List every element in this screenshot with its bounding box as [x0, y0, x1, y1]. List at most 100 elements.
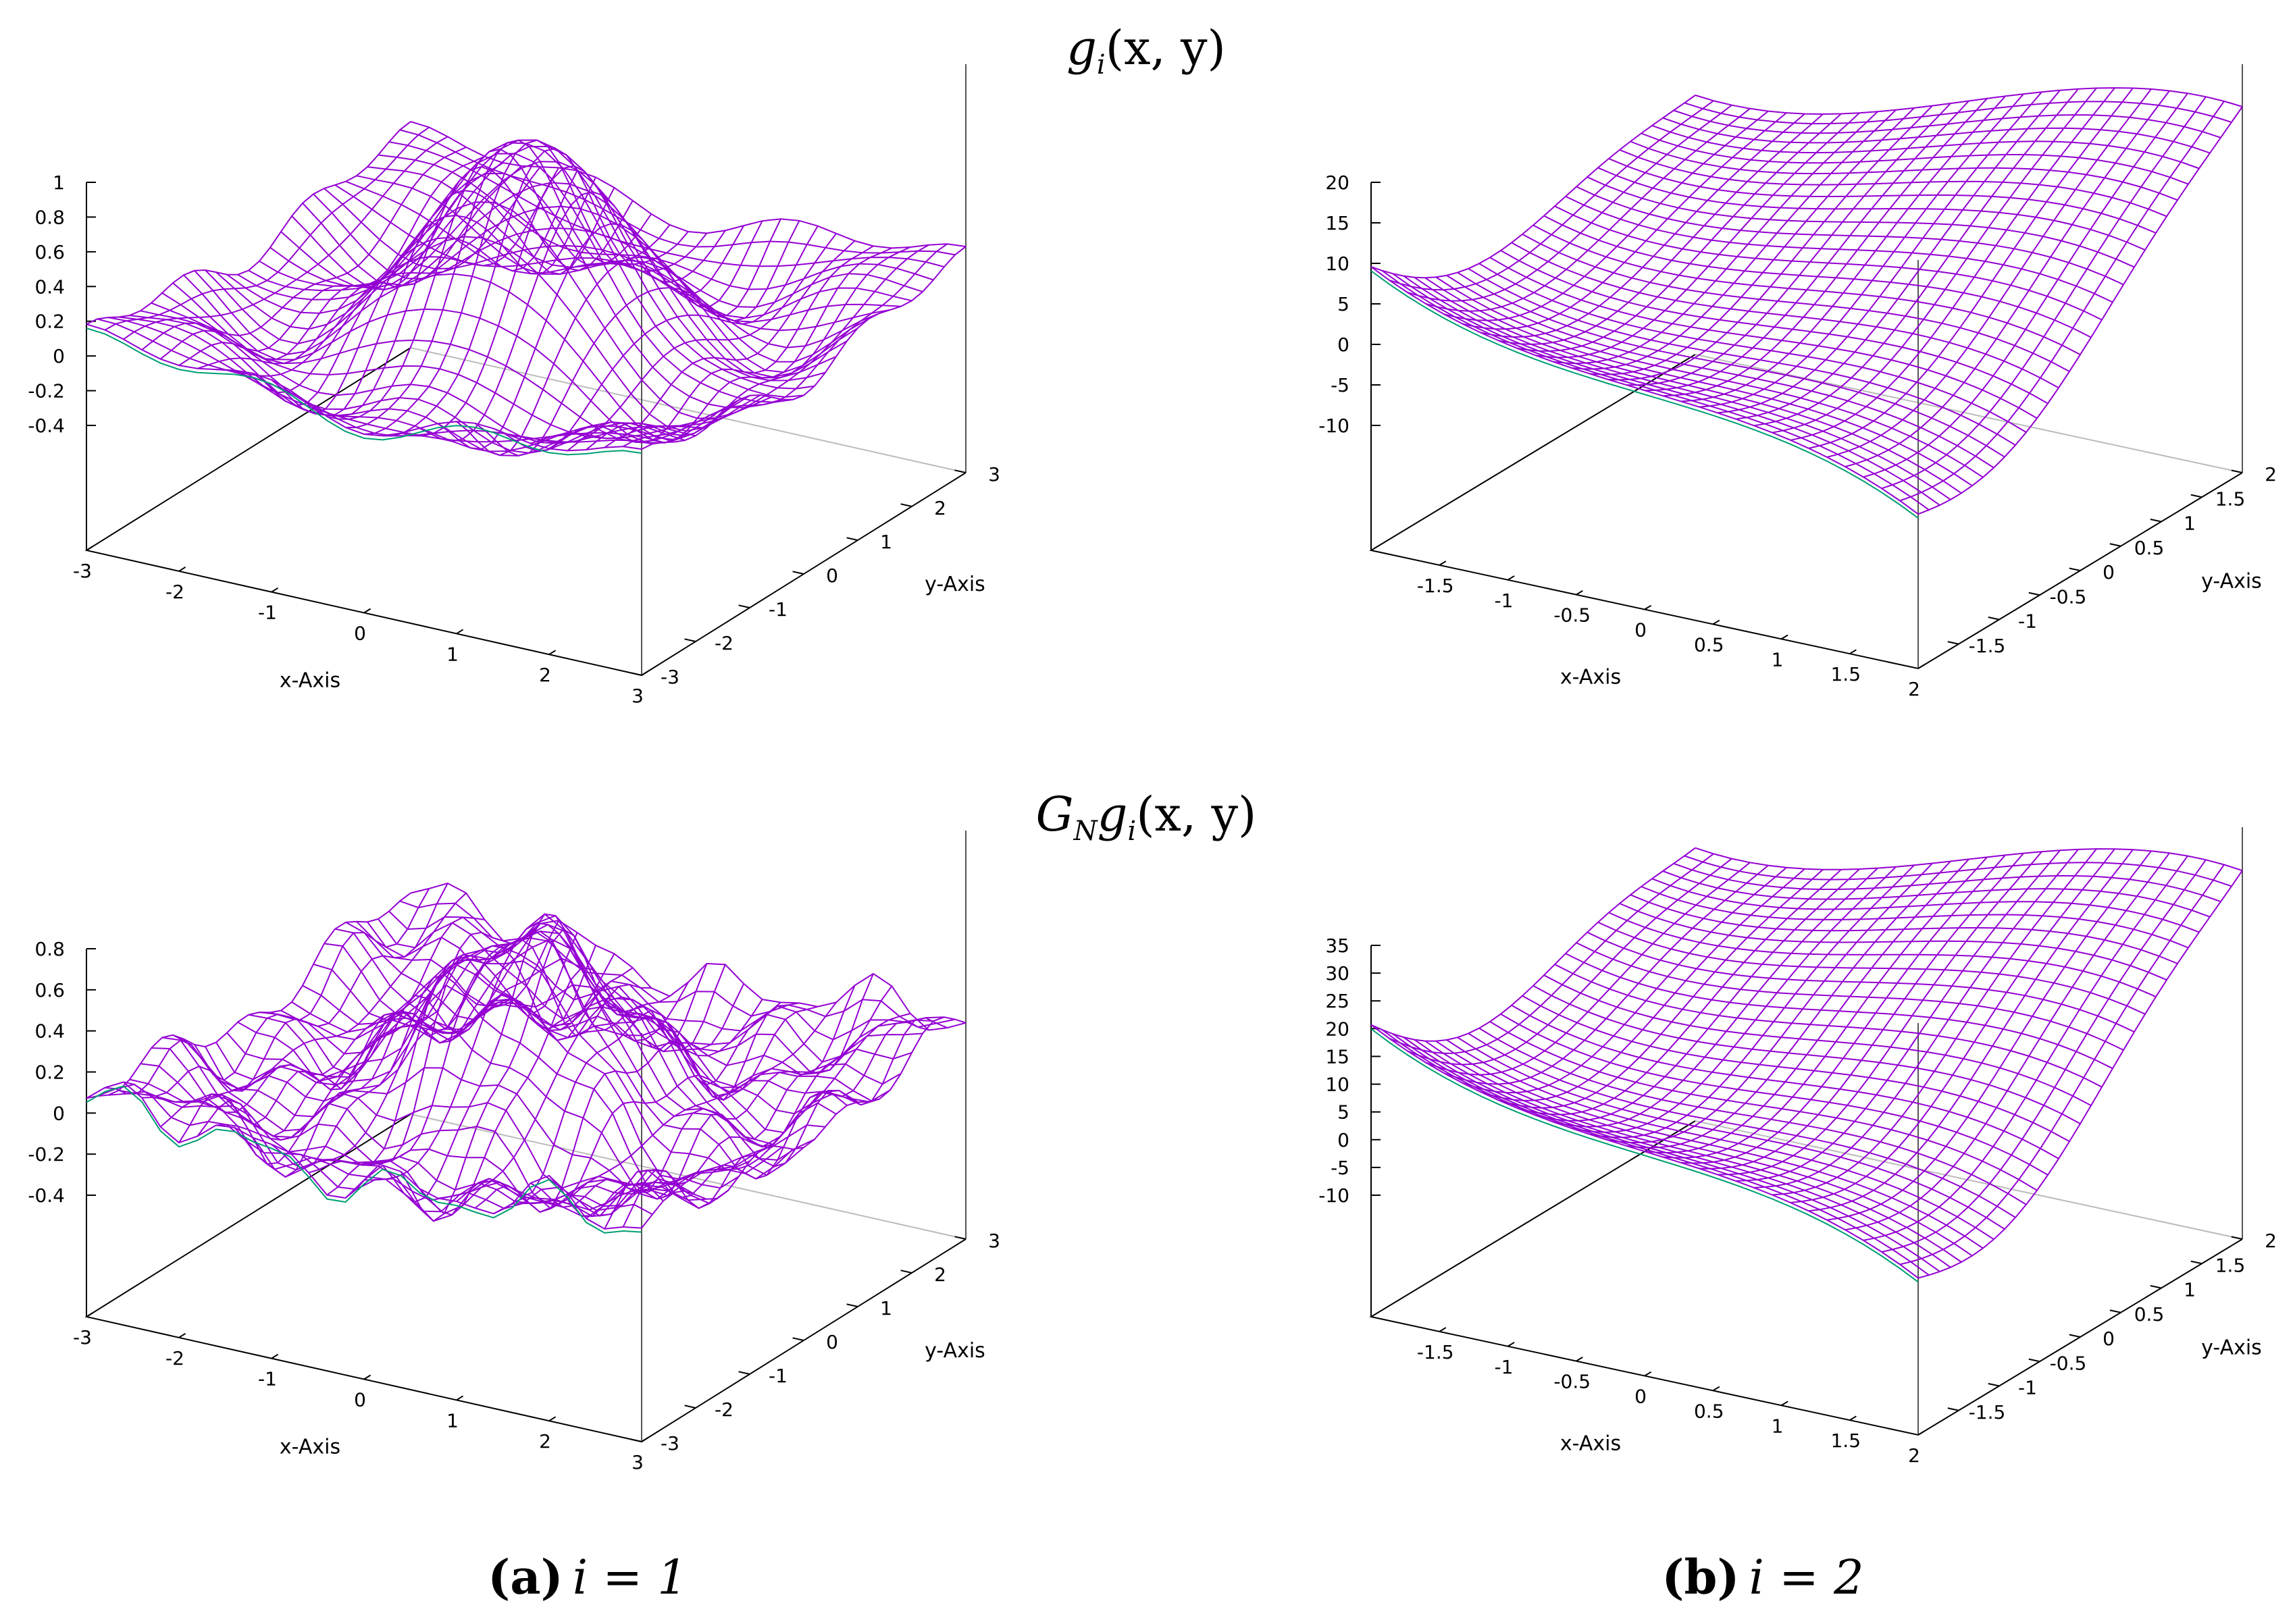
mesh-line: [356, 921, 912, 1076]
y-tick-label: 1: [2184, 513, 2196, 535]
mesh-line: [104, 126, 430, 331]
x-tick-mark: [641, 671, 649, 676]
y-tick-mark: [2231, 1236, 2243, 1240]
mesh-line: [1443, 110, 1769, 321]
y-tick-label: -2: [715, 632, 733, 654]
x-tick-label: 1: [446, 1409, 459, 1432]
base-frame: [84, 347, 967, 677]
z-tick-label: 20: [1325, 1018, 1349, 1040]
x-tick-label: 0: [354, 623, 366, 645]
mesh-line: [1662, 117, 2211, 154]
mesh-line: [1626, 860, 1951, 1149]
z-tick-label: 10: [1325, 1074, 1349, 1096]
z-tick-label: 0.6: [34, 979, 65, 1001]
y-tick-label: 2: [934, 1263, 946, 1286]
z-tick-label: 0.8: [34, 938, 65, 960]
mesh-line: [118, 1089, 675, 1222]
y-tick-label: -1: [2018, 1377, 2037, 1399]
z-tick-label: 5: [1337, 293, 1349, 315]
z-tick-label: -10: [1318, 1184, 1349, 1207]
z-tick-label: 15: [1325, 1045, 1349, 1068]
underside-edge: [1370, 1028, 1919, 1283]
x-tick-mark: [178, 1332, 186, 1338]
z-tick-label: 15: [1325, 212, 1349, 234]
x-tick-mark: [1507, 575, 1515, 581]
x-tick-label: -0.5: [1553, 604, 1591, 627]
mesh-line: [234, 167, 560, 394]
mesh-line: [1845, 90, 2170, 468]
underside-edge: [86, 1085, 642, 1234]
y-tick-label: 0.5: [2134, 1303, 2165, 1326]
mesh-line: [356, 175, 912, 319]
mesh-line: [313, 964, 869, 1115]
y-tick-mark: [846, 1303, 858, 1307]
y-tick-mark: [1988, 1383, 2000, 1387]
x-tick-mark: [178, 566, 186, 572]
x-tick-label: 0.5: [1694, 1400, 1724, 1422]
z-tick-label: 0.2: [34, 311, 65, 333]
mesh-line: [334, 928, 891, 1102]
surface-plot-top-left: 1 0.8 0.6 0.4 0.2 0 -0.2 -0.4 -3 -2 -1 0 1 2 3 -3 -2 -1 0 1…: [28, 64, 1000, 707]
mesh-line: [367, 166, 923, 308]
mesh-line: [1917, 870, 2243, 1279]
y-tick-mark: [1947, 1407, 1959, 1411]
x-tick-label: -1: [258, 602, 277, 624]
mesh-line: [1673, 862, 2221, 903]
x-tick-mark: [1780, 634, 1788, 640]
mesh-line: [1695, 87, 2243, 115]
mesh-line: [97, 318, 653, 445]
z-tick-label: 25: [1325, 990, 1349, 1012]
y-tick-mark: [630, 672, 642, 676]
mesh-line: [567, 985, 893, 1217]
y-tick-label: -2: [715, 1398, 733, 1421]
mesh-line: [388, 910, 945, 1041]
mesh-line: [604, 244, 929, 448]
x-tick-label: -1.5: [1417, 575, 1454, 597]
x-tick-mark: [86, 1312, 94, 1317]
mesh-line: [399, 129, 956, 256]
y-axis-label: y-Axis: [925, 1339, 985, 1363]
mesh-line: [1735, 90, 2061, 420]
x-tick-mark: [548, 1416, 557, 1422]
y-tick-label: 1: [880, 1297, 892, 1319]
x-tick-label: 3: [632, 1451, 644, 1473]
mesh-line: [86, 323, 642, 452]
z-tick-label: -10: [1318, 415, 1349, 437]
mesh-line: [123, 883, 448, 1097]
y-tick-mark: [1988, 617, 2000, 621]
x-tick-label: 1: [446, 643, 459, 665]
mesh-line: [378, 918, 934, 1063]
row-title-top: gi(x, y): [1066, 20, 1226, 80]
x-axis-label: x-Axis: [1560, 666, 1621, 689]
base-back-edge: [410, 347, 967, 473]
base-back-edge: [1695, 1120, 2243, 1240]
x-tick-mark: [548, 650, 557, 656]
surface-plot-bottom-right: 35302520151050-5-10-1.5-1-0.500.511.52-1…: [1318, 827, 2277, 1467]
y-tick-label: 3: [988, 1230, 1000, 1252]
mesh-line: [1662, 870, 2211, 918]
y-tick-mark: [2150, 519, 2162, 523]
x-tick-mark: [1507, 1342, 1515, 1347]
mesh-line: [161, 292, 718, 440]
mesh-line: [1443, 864, 1769, 1085]
mesh-line: [1673, 109, 2221, 138]
mesh-line: [1641, 132, 2189, 185]
y-tick-label: -1: [769, 598, 788, 621]
x-tick-mark: [1644, 1371, 1652, 1377]
surface-plot-bottom-left: 0.8 0.6 0.4 0.2 0 -0.2 -0.4 -3 -2 -1 0 1 2 3 -3 -2 -1 0 1 2…: [28, 831, 1000, 1473]
surface-mesh: [1370, 847, 2243, 1283]
mesh-line: [493, 226, 819, 452]
mesh-line: [623, 243, 948, 448]
x-tick-label: -2: [165, 1347, 184, 1369]
x-axis-label: x-Axis: [280, 669, 340, 693]
y-tick-mark: [2028, 592, 2040, 596]
y-tick-mark: [846, 537, 858, 541]
y-axis-label: y-Axis: [2201, 1336, 2262, 1360]
mesh-line: [586, 1013, 911, 1220]
x-tick-label: -1.5: [1417, 1341, 1454, 1363]
z-tick-label: 35: [1325, 935, 1349, 957]
y-tick-mark: [792, 571, 804, 575]
x-tick-label: 2: [1908, 1444, 1920, 1467]
y-tick-mark: [1947, 641, 1959, 645]
x-tick-mark: [86, 546, 94, 551]
